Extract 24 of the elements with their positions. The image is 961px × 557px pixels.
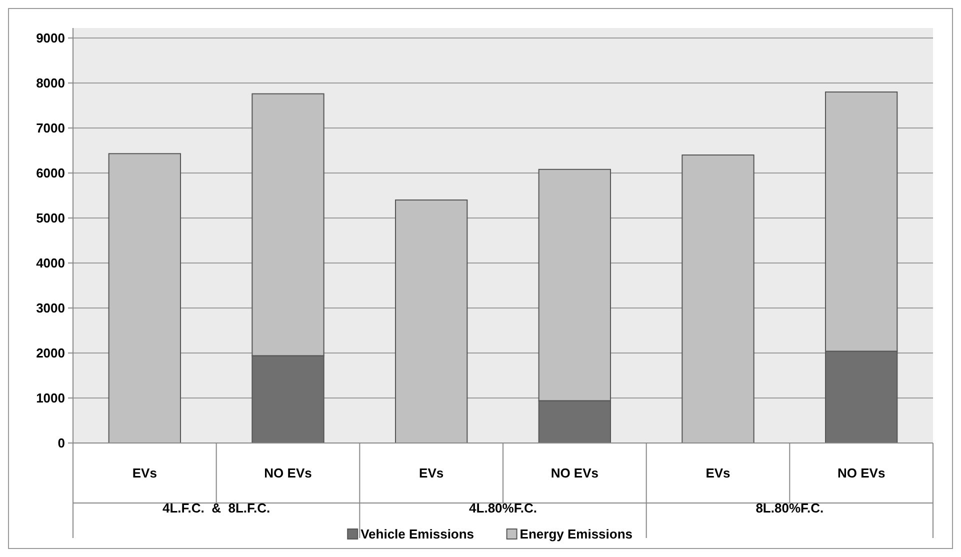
x-tick-label: EVs [706, 466, 730, 481]
bar [682, 154, 754, 444]
legend-label: Energy Emissions [520, 526, 633, 542]
y-tick-label: 8000 [36, 76, 65, 91]
text: 4L.F.C. & 8L.F.C. [162, 500, 270, 516]
x-tick-label: NO EVs [550, 466, 599, 481]
x-tick-label: EVs [419, 466, 444, 481]
x-tick-label: NO EVs [264, 466, 312, 481]
x-tick-label: EVs [132, 466, 157, 481]
text: 8L.80%F.C. [756, 500, 824, 516]
y-tick-label: 2000 [36, 346, 65, 361]
legend-label: Vehicle Emissions [360, 526, 474, 542]
y-tick-label: 0 [58, 436, 65, 451]
bar [395, 200, 468, 444]
y-tick-label: 6000 [36, 166, 65, 181]
y-tick-label: 1000 [36, 390, 65, 406]
y-tick-label: 4000 [36, 256, 65, 271]
y-tick-label: 7000 [36, 120, 65, 136]
y-tick-label: 9000 [36, 30, 65, 46]
x-tick-label: NO EVs [837, 466, 886, 481]
y-tick-label: 5000 [36, 210, 65, 226]
text: 4L.80%F.C. [469, 500, 537, 516]
bar [108, 153, 181, 444]
y-tick-label: 3000 [36, 300, 65, 316]
